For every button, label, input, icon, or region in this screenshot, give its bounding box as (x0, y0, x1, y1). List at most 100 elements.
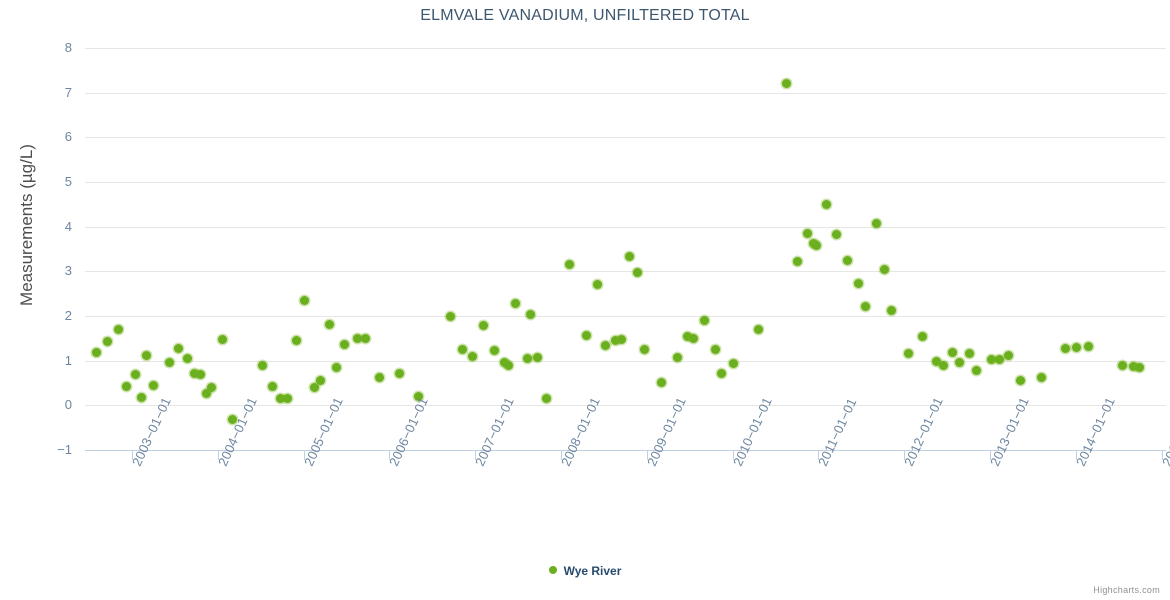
data-point[interactable] (832, 230, 842, 240)
data-point[interactable] (793, 257, 803, 266)
data-point[interactable] (1003, 351, 1013, 361)
data-point[interactable] (331, 362, 341, 372)
data-point[interactable] (490, 346, 500, 356)
data-point[interactable] (947, 348, 957, 358)
data-point[interactable] (1118, 360, 1128, 370)
data-point[interactable] (458, 344, 468, 354)
data-point[interactable] (182, 353, 192, 363)
x-tick-mark (303, 451, 305, 460)
legend-item-label: Wye River (563, 563, 622, 578)
data-point[interactable] (853, 278, 863, 288)
data-point[interactable] (114, 324, 124, 334)
y-tick-label: 6 (64, 129, 72, 145)
data-point[interactable] (689, 333, 699, 343)
data-point[interactable] (986, 355, 996, 365)
data-point[interactable] (1129, 362, 1139, 372)
data-point[interactable] (309, 382, 319, 392)
data-point[interactable] (582, 330, 592, 340)
data-point[interactable] (782, 79, 792, 89)
data-point[interactable] (700, 315, 710, 325)
highcharts-credits[interactable]: Highcharts.com (1093, 585, 1160, 595)
data-point[interactable] (122, 382, 132, 392)
data-point[interactable] (601, 341, 611, 351)
data-point[interactable] (964, 349, 974, 359)
data-point[interactable] (593, 280, 603, 290)
data-point[interactable] (610, 336, 620, 346)
data-point[interactable] (267, 382, 277, 392)
data-point[interactable] (672, 353, 682, 363)
data-point[interactable] (258, 360, 268, 370)
data-point[interactable] (1072, 342, 1082, 352)
data-point[interactable] (871, 219, 881, 229)
data-point[interactable] (316, 376, 326, 386)
data-point[interactable] (938, 361, 948, 371)
data-point[interactable] (196, 369, 206, 379)
data-point[interactable] (300, 295, 310, 305)
data-point[interactable] (446, 311, 456, 321)
data-point[interactable] (206, 382, 216, 392)
data-point[interactable] (564, 260, 574, 270)
data-point[interactable] (190, 368, 200, 378)
data-point[interactable] (375, 372, 385, 382)
data-point[interactable] (504, 360, 514, 370)
data-point[interactable] (1084, 341, 1094, 351)
data-point[interactable] (228, 415, 238, 425)
data-point[interactable] (324, 319, 334, 329)
data-point[interactable] (753, 324, 763, 334)
data-point[interactable] (842, 256, 852, 266)
data-point[interactable] (1135, 362, 1145, 372)
data-point[interactable] (136, 392, 146, 402)
data-point[interactable] (142, 350, 152, 360)
data-point[interactable] (542, 394, 552, 404)
data-point[interactable] (148, 380, 158, 390)
data-point[interactable] (802, 228, 812, 238)
data-point[interactable] (639, 345, 649, 355)
data-point[interactable] (657, 377, 667, 387)
data-point[interactable] (625, 252, 635, 262)
data-point[interactable] (92, 348, 102, 358)
data-point[interactable] (822, 199, 832, 209)
data-point[interactable] (526, 309, 536, 319)
data-point[interactable] (217, 335, 227, 345)
data-point[interactable] (994, 354, 1004, 364)
data-point[interactable] (395, 368, 405, 378)
data-point[interactable] (887, 305, 897, 315)
data-point[interactable] (617, 334, 626, 344)
data-point[interactable] (729, 359, 739, 369)
data-point[interactable] (632, 268, 642, 278)
data-point[interactable] (1015, 376, 1025, 386)
data-point[interactable] (510, 298, 520, 308)
data-point[interactable] (717, 368, 727, 378)
data-point[interactable] (880, 265, 890, 275)
data-point[interactable] (467, 351, 477, 361)
data-point[interactable] (291, 335, 301, 345)
data-point[interactable] (1037, 373, 1047, 383)
data-point[interactable] (955, 357, 965, 367)
data-point[interactable] (478, 321, 488, 331)
data-point[interactable] (340, 339, 350, 349)
data-point[interactable] (522, 353, 532, 363)
data-point[interactable] (414, 391, 424, 401)
data-point[interactable] (276, 394, 286, 404)
data-point[interactable] (353, 333, 363, 343)
plot-area[interactable] (85, 48, 1166, 451)
data-point[interactable] (860, 301, 870, 311)
data-point[interactable] (174, 343, 184, 353)
data-point[interactable] (904, 348, 914, 358)
data-point[interactable] (103, 337, 113, 347)
data-point[interactable] (932, 356, 942, 366)
data-point[interactable] (202, 388, 212, 398)
data-point[interactable] (1061, 344, 1071, 354)
data-point[interactable] (283, 394, 293, 404)
data-point[interactable] (360, 333, 370, 343)
legend-item-wye-river[interactable]: Wye River (548, 563, 622, 578)
data-point[interactable] (972, 366, 982, 376)
data-point[interactable] (130, 369, 140, 379)
data-point[interactable] (499, 358, 509, 368)
data-point[interactable] (918, 332, 928, 342)
data-point[interactable] (812, 241, 822, 251)
data-point[interactable] (165, 358, 175, 368)
data-point[interactable] (683, 332, 693, 342)
data-point[interactable] (533, 352, 543, 362)
data-point[interactable] (710, 345, 720, 354)
